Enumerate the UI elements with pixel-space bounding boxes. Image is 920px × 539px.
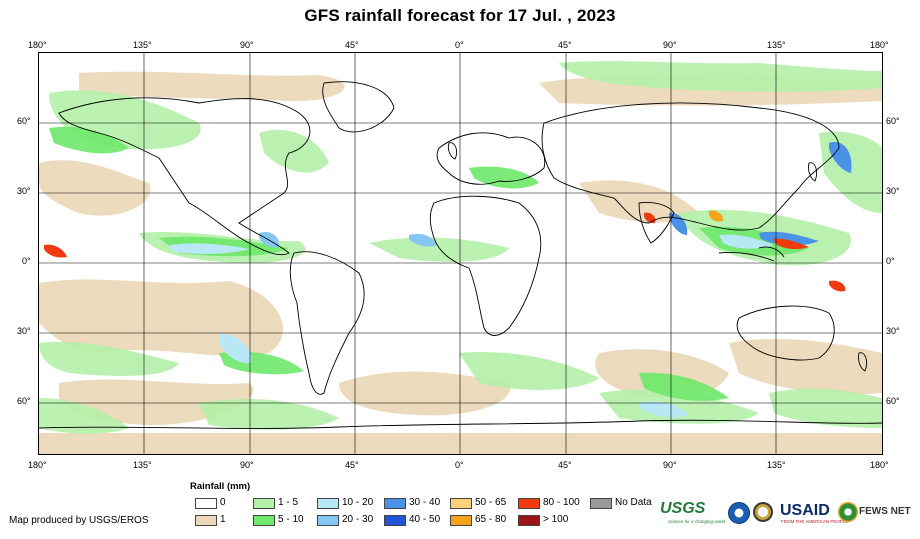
legend-title: Rainfall (mm) <box>190 481 251 492</box>
map-canvas <box>39 53 882 454</box>
usgs-tagline: science for a changing world <box>668 519 726 524</box>
rainfall-map[interactable] <box>38 52 883 455</box>
legend-swatch <box>317 498 339 509</box>
legend-label: 80 - 100 <box>543 497 580 508</box>
lat-tick-left: 60° <box>17 396 31 406</box>
lon-tick-top: 90° <box>663 40 677 50</box>
legend-swatch <box>384 515 406 526</box>
legend-label: 1 <box>220 514 226 525</box>
legend-swatch <box>317 515 339 526</box>
lon-tick-bottom: 0° <box>455 460 464 470</box>
legend-swatch <box>450 515 472 526</box>
lon-tick-bottom: 135° <box>767 460 786 470</box>
land-outlines <box>39 81 882 429</box>
legend-swatch <box>195 515 217 526</box>
lon-tick-top: 135° <box>133 40 152 50</box>
lon-tick-bottom: 180° <box>870 460 889 470</box>
legend-swatch <box>518 515 540 526</box>
legend-swatch <box>450 498 472 509</box>
rain-20-40mm-areas <box>259 142 852 248</box>
legend-swatch <box>590 498 612 509</box>
lat-tick-right: 30° <box>886 326 900 336</box>
rain-heavy-areas <box>44 210 846 292</box>
lon-tick-top: 45° <box>558 40 572 50</box>
legend-label: 5 - 10 <box>278 514 304 525</box>
fews-net-logo: FEWS NET <box>859 506 911 517</box>
lon-tick-bottom: 45° <box>345 460 359 470</box>
lon-tick-bottom: 135° <box>133 460 152 470</box>
legend-label: 1 - 5 <box>278 497 299 508</box>
legend-label: 40 - 50 <box>409 514 441 525</box>
lon-tick-top: 45° <box>345 40 359 50</box>
rain-10-20mm-areas <box>169 234 774 418</box>
lat-tick-right: 30° <box>886 186 900 196</box>
legend-label: 30 - 40 <box>409 497 441 508</box>
legend-swatch <box>384 498 406 509</box>
rainfall-legend: Rainfall (mm) 0 1 1 - 5 5 - 10 10 - 20 2… <box>190 481 652 531</box>
legend-label: > 100 <box>543 514 569 525</box>
legend-swatch <box>253 515 275 526</box>
usgs-logo: USGS <box>660 500 706 517</box>
lat-tick-right: 0° <box>886 256 895 266</box>
map-title: GFS rainfall forecast for 17 Jul. , 2023 <box>304 6 616 25</box>
lat-tick-left: 30° <box>17 326 31 336</box>
lon-tick-bottom: 180° <box>28 460 47 470</box>
lon-tick-top: 180° <box>870 40 889 50</box>
lon-tick-bottom: 45° <box>558 460 572 470</box>
usaid-tagline: FROM THE AMERICAN PEOPLE <box>781 519 849 524</box>
legend-swatch <box>518 498 540 509</box>
lon-tick-top: 90° <box>240 40 254 50</box>
lat-tick-left: 0° <box>22 256 31 266</box>
legend-label: No Data <box>615 497 652 508</box>
graticule <box>39 53 882 454</box>
doi-seal-icon <box>753 502 773 522</box>
legend-label: 20 - 30 <box>342 514 374 525</box>
legend-swatch <box>195 498 217 509</box>
legend-swatch <box>253 498 275 509</box>
lon-tick-bottom: 90° <box>663 460 677 470</box>
noaa-icon <box>728 502 750 524</box>
usaid-logo: USAID <box>780 502 830 519</box>
lat-tick-left: 30° <box>17 186 31 196</box>
rain-1-5mm-areas <box>39 61 882 434</box>
map-credit: Map produced by USGS/EROS <box>9 515 149 526</box>
fews-leaf-icon <box>838 502 858 522</box>
legend-label: 0 <box>220 497 226 508</box>
legend-label: 50 - 65 <box>475 497 507 508</box>
partner-logos: USGS science for a changing world USAID … <box>660 498 918 530</box>
lon-tick-top: 135° <box>767 40 786 50</box>
lon-tick-top: 0° <box>455 40 464 50</box>
lat-tick-right: 60° <box>886 116 900 126</box>
legend-label: 10 - 20 <box>342 497 374 508</box>
lat-tick-left: 60° <box>17 116 31 126</box>
lon-tick-top: 180° <box>28 40 47 50</box>
lat-tick-right: 60° <box>886 396 900 406</box>
lon-tick-bottom: 90° <box>240 460 254 470</box>
legend-label: 65 - 80 <box>475 514 507 525</box>
